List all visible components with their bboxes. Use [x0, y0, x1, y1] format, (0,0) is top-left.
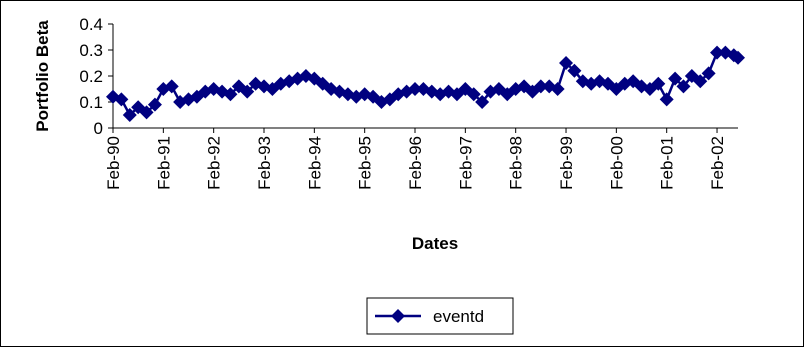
data-point-marker: [651, 76, 666, 91]
plot-area: 00.10.20.30.4 Feb-90 Feb-91 Feb-92 Feb-93 Fe…: [79, 15, 745, 190]
data-point-marker: [114, 92, 129, 107]
data-point-marker: [466, 87, 481, 102]
legend: eventd: [366, 297, 514, 335]
x-tick-label: Feb-02: [708, 136, 727, 190]
legend-swatch-marker: [391, 309, 405, 323]
legend-label-eventd: eventd: [433, 307, 484, 326]
data-point-marker: [164, 79, 179, 94]
data-point-marker: [659, 92, 674, 107]
y-tick-label: 0.2: [79, 67, 103, 86]
data-point-marker: [701, 66, 716, 81]
x-tick-label: Feb-91: [154, 136, 173, 190]
data-point-marker: [731, 50, 745, 65]
data-point-marker: [408, 82, 423, 96]
x-tick-label: Feb-01: [658, 136, 677, 190]
x-axis-title: Dates: [412, 234, 458, 253]
series-markers-eventd: [106, 45, 745, 122]
data-point-marker: [559, 56, 574, 70]
x-tick-label: Feb-98: [507, 136, 526, 190]
x-tick-label: Feb-90: [104, 136, 123, 190]
x-tick-label: Feb-92: [205, 136, 224, 190]
data-point-marker: [147, 97, 162, 112]
data-point-marker: [475, 95, 490, 109]
data-point-marker: [668, 71, 683, 86]
y-axis-ticks: 0 0.1 0.2 0.3 0.4: [79, 15, 113, 138]
x-tick-label: Feb-95: [356, 136, 375, 190]
y-tick-label: 0.3: [79, 41, 103, 60]
x-tick-label: Feb-00: [607, 136, 626, 190]
x-tick-label: Feb-97: [456, 136, 475, 190]
x-tick-label: Feb-94: [305, 136, 324, 190]
data-point-marker: [223, 87, 238, 102]
x-tick-label: Feb-99: [557, 136, 576, 190]
data-point-marker: [567, 63, 582, 78]
data-point-marker: [533, 79, 548, 94]
y-tick-label: 0.1: [79, 93, 103, 112]
data-point-marker: [240, 84, 255, 99]
x-tick-label: Feb-93: [255, 136, 274, 190]
y-tick-label: 0: [94, 119, 103, 138]
x-tick-label: Feb-96: [406, 136, 425, 190]
data-point-marker: [550, 82, 565, 96]
data-point-marker: [122, 108, 137, 122]
y-tick-label: 0.4: [79, 15, 103, 34]
data-point-marker: [139, 105, 154, 120]
data-point-marker: [676, 79, 691, 94]
data-point-marker: [248, 76, 263, 91]
y-axis-title: Portfolio Beta: [33, 20, 52, 132]
data-point-marker: [710, 45, 725, 60]
data-point-marker: [693, 74, 708, 89]
x-axis-ticks: Feb-90 Feb-91 Feb-92 Feb-93 Feb-94 Feb-95 Feb-…: [104, 128, 727, 190]
